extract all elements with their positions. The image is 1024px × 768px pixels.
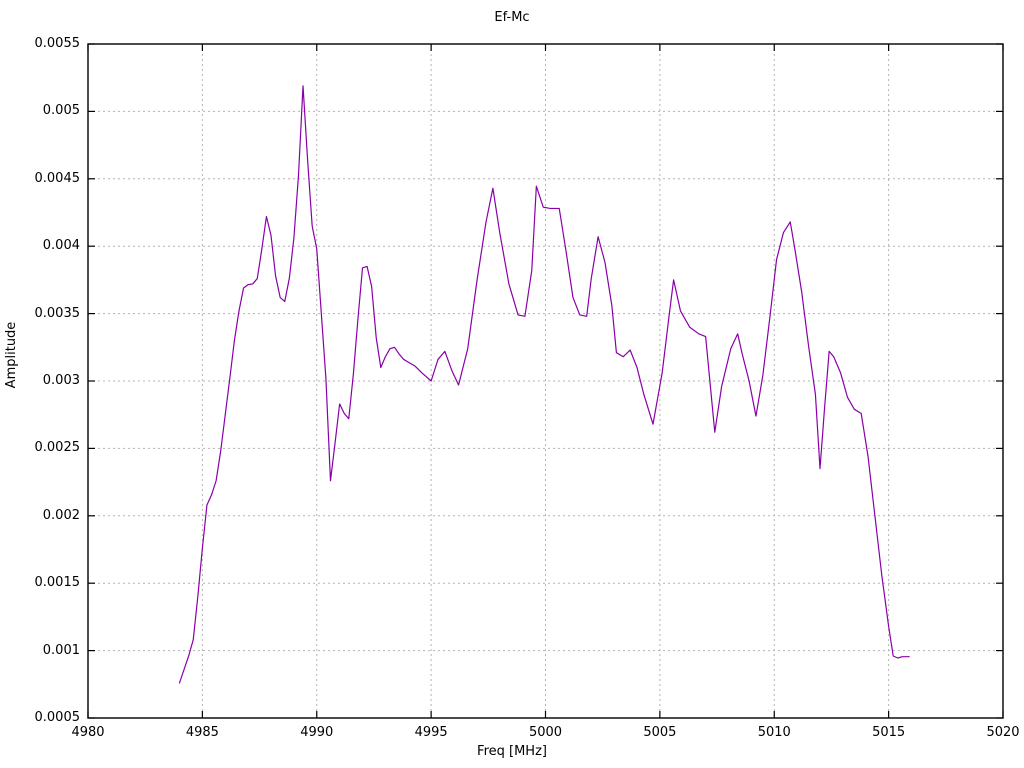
y-tick-label: 0.0015 [34,575,81,591]
y-tick-label: 0.0025 [34,440,81,456]
y-tick-label: 0.002 [42,507,80,523]
y-tick-label: 0.004 [42,238,80,254]
x-tick-label: 5000 [528,725,563,740]
series-line [178,85,910,684]
x-tick-label: 4995 [414,725,448,740]
x-tick-label: 4980 [71,725,105,740]
y-tick-label: 0.0055 [34,36,81,51]
y-tick-label: 0.0045 [34,170,81,186]
x-tick-label: 5010 [757,725,791,740]
x-tick-label: 5015 [872,725,906,740]
y-tick-label: 0.001 [42,642,80,658]
x-tick-label: 4990 [300,725,334,740]
plot-frame [87,43,1004,719]
y-tick-label: 0.003 [42,373,80,388]
grid-lines [88,44,1003,718]
x-axis-title: Freq [MHz] [477,744,547,759]
x-tick-label: 5020 [986,725,1020,740]
y-tick-label: 0.0035 [34,305,81,321]
y-axis-title: Amplitude [4,321,19,389]
chart-title: Ef-Mc [494,10,530,25]
x-tick-label: 5005 [643,725,677,740]
y-tick-label: 0.005 [42,103,80,119]
x-tick-label: 4985 [185,725,219,740]
data-series [178,85,910,684]
y-tick-label: 0.0005 [34,710,81,725]
